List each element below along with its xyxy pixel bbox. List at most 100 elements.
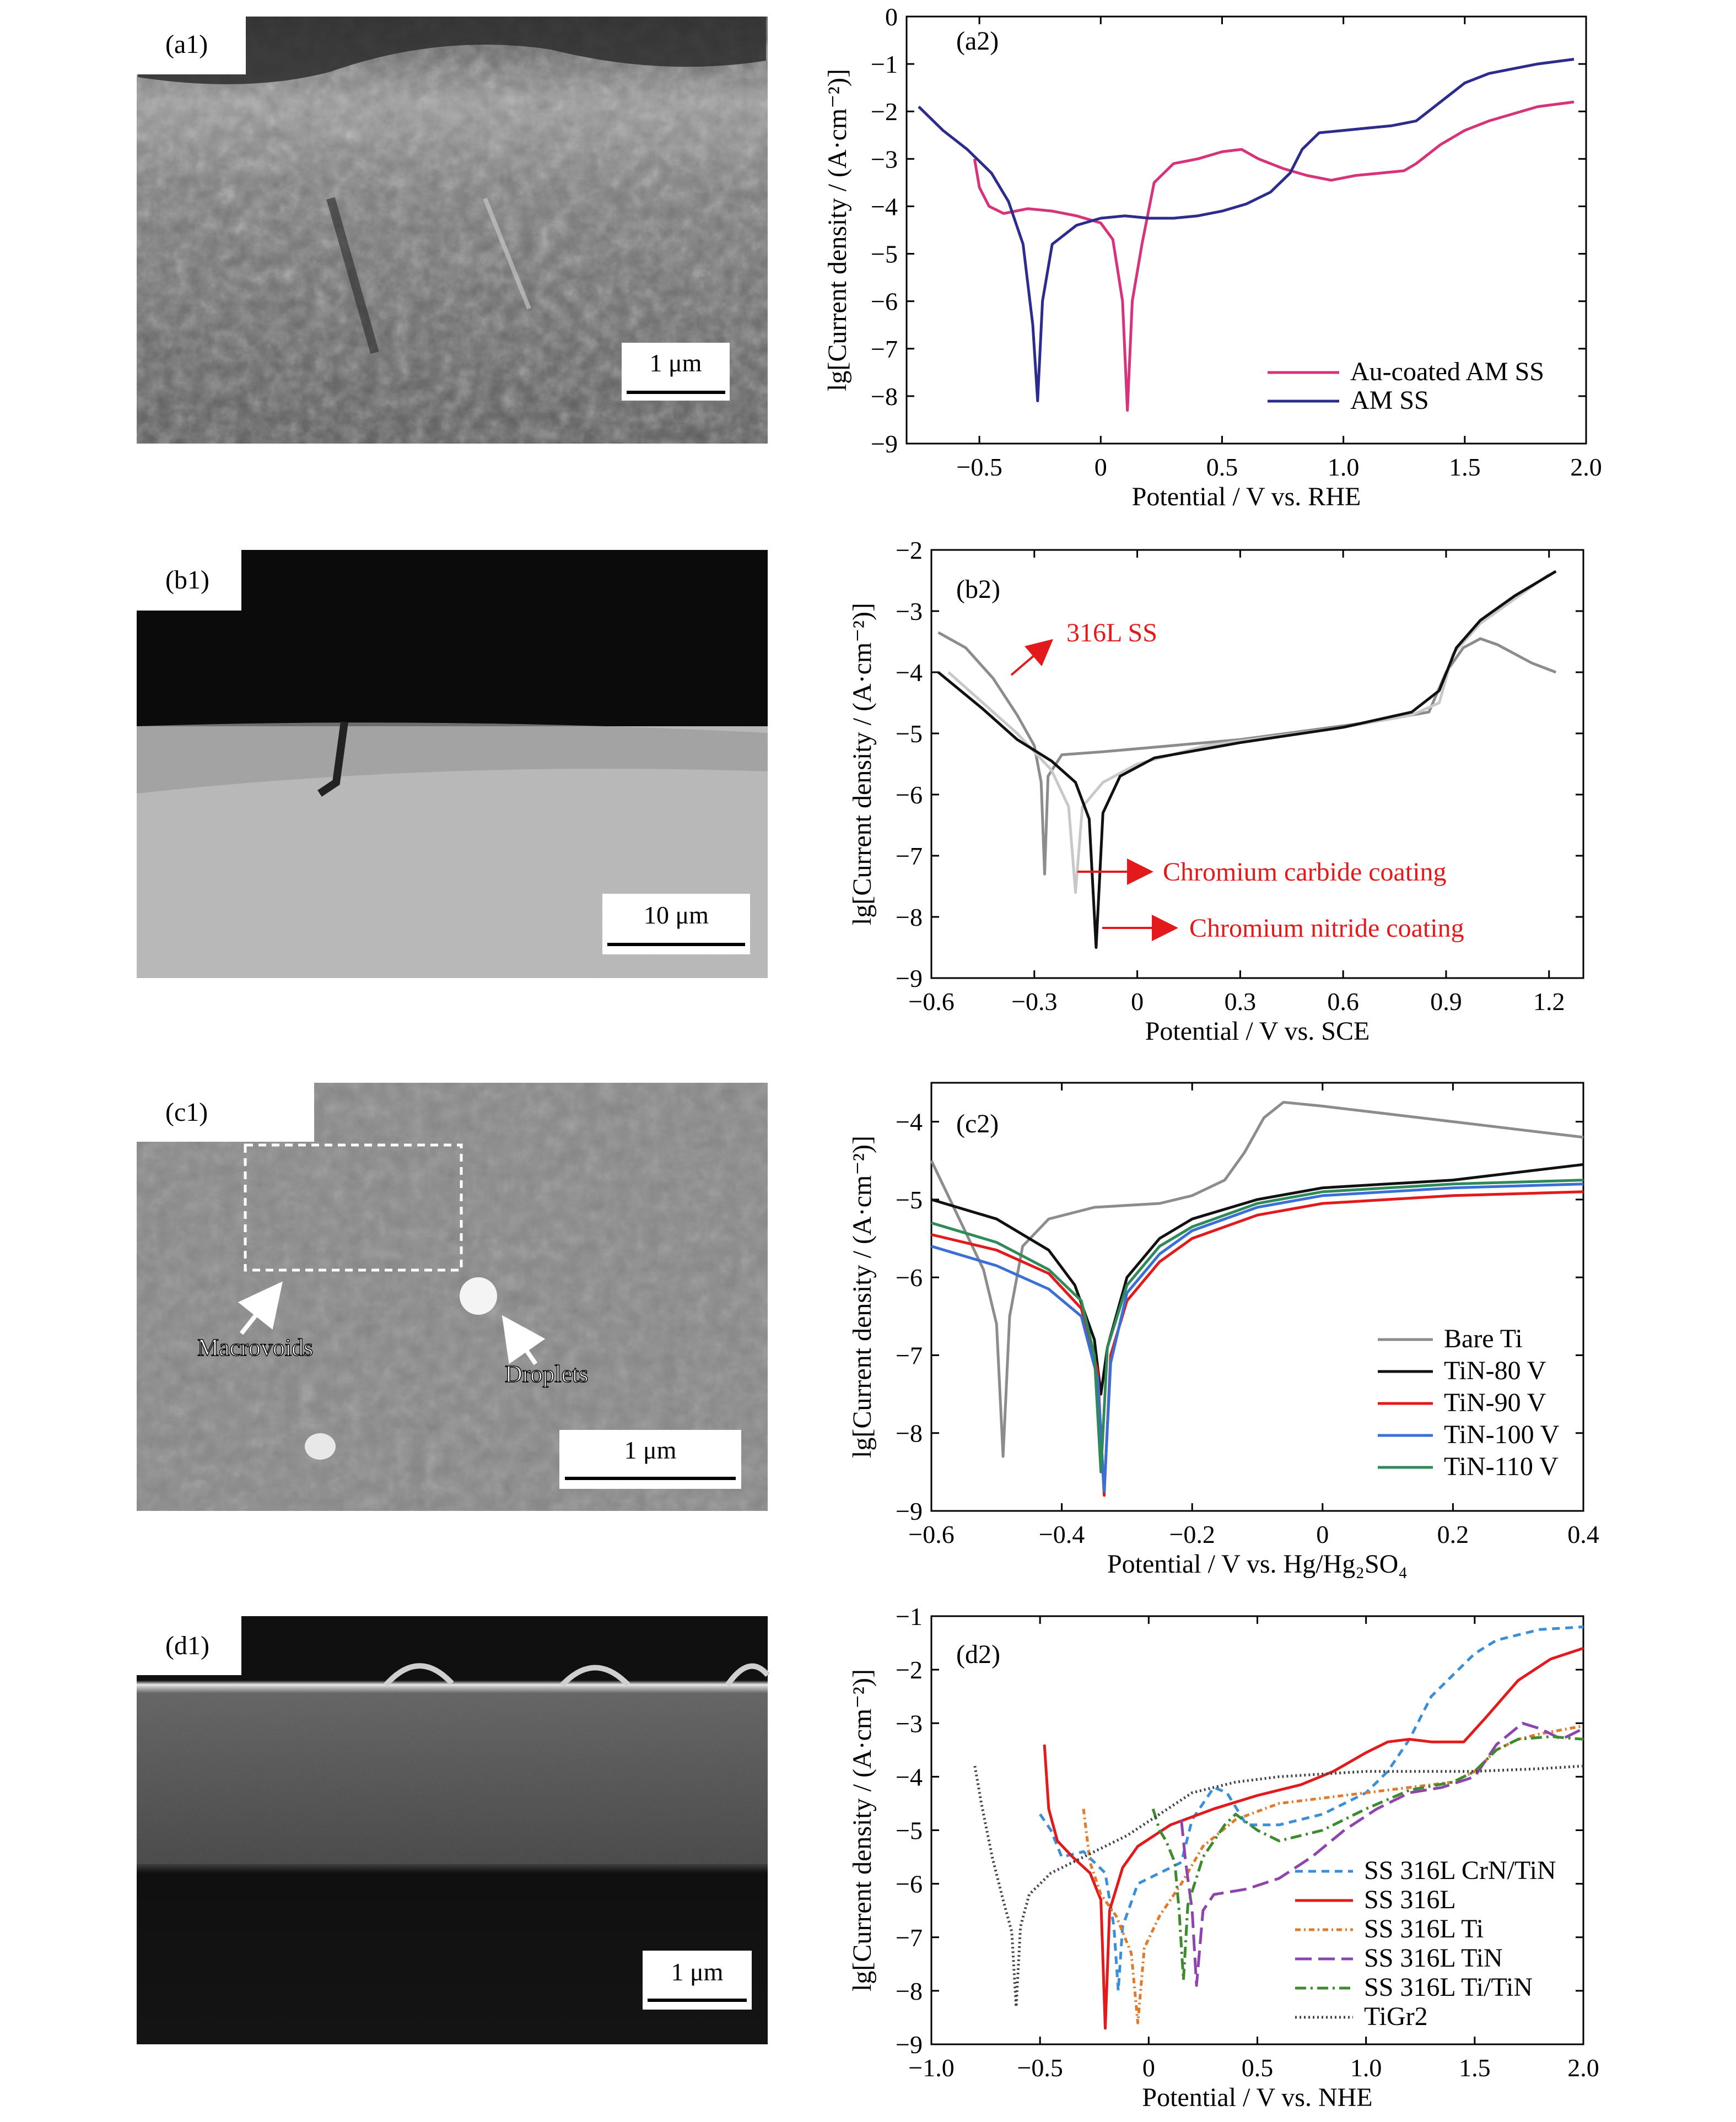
c2-xtick-label: 0 bbox=[1316, 1520, 1329, 1548]
c0-ytick-label: −1 bbox=[871, 50, 898, 78]
c3-y-axis-label: lg[Current density / (A·cm⁻²)] bbox=[848, 1669, 877, 1991]
c2-legend-label: Bare Ti bbox=[1444, 1324, 1523, 1353]
c1-ytick-label: −8 bbox=[896, 903, 923, 931]
c1-xtick-label: −0.6 bbox=[908, 987, 954, 1016]
sem-panel-d1: (d1) 1 μm bbox=[137, 1616, 770, 2044]
chart-c2: −0.6 −0.4 −0.2 0 0.2 0.4 −4 −5 −6 −7 −8 −9 Potential… bbox=[848, 1082, 1599, 1579]
c2-series-line-4 bbox=[931, 1179, 1584, 1473]
c1-ytick-label: −7 bbox=[896, 842, 923, 870]
sem-tag-a1: (a1) bbox=[165, 30, 208, 59]
c1-series-line-0 bbox=[937, 631, 1557, 876]
c0-xtick-label: 2.0 bbox=[1570, 453, 1602, 481]
c2-xtick-label: 0.2 bbox=[1437, 1520, 1469, 1548]
c3-ytick-label: −1 bbox=[896, 1602, 923, 1630]
c2-x-axis-label: Potential / V vs. Hg/Hg₂SO₄ bbox=[1107, 1549, 1408, 1579]
c2-y-axis-label: lg[Current density / (A·cm⁻²)] bbox=[848, 1136, 877, 1458]
c3-legend-label: SS 316L bbox=[1364, 1885, 1456, 1914]
chart-tag-b2: (b2) bbox=[956, 575, 1000, 604]
c2-ytick-label: −4 bbox=[896, 1108, 923, 1136]
c1-ytick-label: −6 bbox=[896, 781, 923, 809]
c2-series-line-3 bbox=[931, 1183, 1584, 1493]
c2-legend-label: TiN-80 V bbox=[1444, 1356, 1546, 1385]
c1-xtick-label: 0.6 bbox=[1327, 987, 1359, 1016]
sem-panel-a1: (a1) 1 μm bbox=[137, 17, 768, 444]
sem-tag-b1: (b1) bbox=[165, 565, 209, 595]
c3-series-line-2 bbox=[1082, 1724, 1584, 2024]
c3-ytick-label: −2 bbox=[896, 1656, 923, 1684]
c0-xtick-label: 1.5 bbox=[1449, 453, 1481, 481]
c0-ytick-label: −4 bbox=[871, 192, 898, 220]
c1-plot-frame bbox=[930, 549, 1584, 979]
c3-legend-label: SS 316L Ti bbox=[1364, 1914, 1484, 1943]
c3-ytick-label: −6 bbox=[896, 1870, 923, 1898]
c1-y-axis-label: lg[Current density / (A·cm⁻²)] bbox=[848, 603, 877, 925]
scale-label-d1: 1 μm bbox=[671, 1958, 724, 1986]
c0-legend-label: AM SS bbox=[1350, 386, 1429, 415]
c3-legend-label: SS 316L TiN bbox=[1364, 1943, 1503, 1973]
sem-tag-c1: (c1) bbox=[165, 1098, 208, 1127]
c0-series-line-1 bbox=[918, 58, 1575, 402]
c0-legend-label: Au-coated AM SS bbox=[1350, 357, 1544, 386]
c0-xtick-label: 0.5 bbox=[1206, 453, 1238, 481]
c2-ytick-label: −7 bbox=[896, 1341, 923, 1369]
chart-a2: −0.5 0 0.5 1.0 1.5 2.0 0 −1 −2 −3 −4 −5 −6 −7 −8 −9 Pote… bbox=[823, 3, 1602, 511]
scale-label-b1: 10 μm bbox=[644, 901, 709, 929]
c0-ytick-label: 0 bbox=[885, 3, 898, 31]
c2-ytick-label: −9 bbox=[896, 1497, 923, 1525]
c0-ytick-label: −2 bbox=[871, 98, 898, 126]
c0-ytick-label: −6 bbox=[871, 288, 898, 316]
sem-panel-b1: (b1) 10 μm bbox=[137, 550, 768, 978]
c1-ytick-label: −2 bbox=[896, 536, 923, 564]
c1-xtick-label: 0.3 bbox=[1225, 987, 1257, 1016]
c3-xtick-label: 1.5 bbox=[1459, 2054, 1491, 2082]
c0-ytick-label: −5 bbox=[871, 240, 898, 268]
c3-x-axis-label: Potential / V vs. NHE bbox=[1142, 2083, 1372, 2112]
sem-tag-d1: (d1) bbox=[165, 1631, 209, 1660]
annotation-316l-ss: 316L SS bbox=[1066, 618, 1157, 647]
c0-ytick-label: −9 bbox=[871, 430, 898, 458]
c3-ytick-label: −9 bbox=[896, 2031, 923, 2059]
annotation-chromium-carbide: Chromium carbide coating bbox=[1163, 857, 1447, 887]
c3-ytick-label: −7 bbox=[896, 1924, 923, 1952]
sem-annotation-droplets: Droplets bbox=[505, 1360, 589, 1387]
chart-d2: −1.0 −0.5 0 0.5 1.0 1.5 2.0 −1 −2 −3 −4 −5 −6 −7 −8 −9 P… bbox=[848, 1602, 1599, 2112]
c3-ytick-label: −8 bbox=[896, 1977, 923, 2005]
c0-xtick-label: −0.5 bbox=[956, 453, 1002, 481]
c1-ytick-label: −5 bbox=[896, 720, 923, 748]
sem-panel-c1: (c1) Macrovoids Droplets 1 μm bbox=[137, 1083, 768, 1511]
c2-ytick-label: −5 bbox=[896, 1186, 923, 1214]
c3-series-line-0 bbox=[1039, 1625, 1584, 1993]
c0-plot-frame bbox=[905, 15, 1587, 445]
c3-legend-label: TiGr2 bbox=[1364, 2002, 1428, 2031]
c1-xtick-label: 1.2 bbox=[1533, 987, 1565, 1016]
c2-legend-label: TiN-90 V bbox=[1444, 1388, 1546, 1417]
chart-b2: −0.6 −0.3 0 0.3 0.6 0.9 1.2 −2 −3 −4 −5 −6 −7 −8 −9 Pot… bbox=[848, 536, 1584, 1046]
c2-xtick-label: −0.4 bbox=[1039, 1520, 1085, 1548]
b2-annotations: 316L SS Chromium carbide coating Chromiu… bbox=[1010, 618, 1464, 943]
c1-xtick-label: 0 bbox=[1131, 987, 1144, 1016]
c2-plot-frame bbox=[930, 1082, 1584, 1512]
chart-tag-d2: (d2) bbox=[956, 1640, 1000, 1669]
c1-xtick-label: 0.9 bbox=[1430, 987, 1462, 1016]
c2-legend-label: TiN-100 V bbox=[1444, 1420, 1560, 1449]
c3-xtick-label: −1.0 bbox=[908, 2054, 954, 2082]
c1-series-line-2 bbox=[937, 570, 1557, 949]
c3-xtick-label: 2.0 bbox=[1567, 2054, 1599, 2082]
c0-xtick-label: 1.0 bbox=[1328, 453, 1360, 481]
c3-legend-label: SS 316L CrN/TiN bbox=[1364, 1856, 1556, 1885]
c1-ytick-label: −3 bbox=[896, 597, 923, 625]
c2-xtick-label: 0.4 bbox=[1567, 1520, 1599, 1548]
c3-series-line-4 bbox=[1151, 1735, 1584, 1981]
c3-ytick-label: −3 bbox=[896, 1709, 923, 1737]
c1-series-line-1 bbox=[947, 573, 1550, 894]
c0-y-axis-label: lg[Current density / (A·cm⁻²)] bbox=[823, 69, 852, 391]
c3-xtick-label: 1.0 bbox=[1350, 2054, 1382, 2082]
c3-xtick-label: 0 bbox=[1142, 2054, 1155, 2082]
c2-series-line-0 bbox=[930, 1100, 1584, 1458]
c0-x-axis-label: Potential / V vs. RHE bbox=[1132, 482, 1361, 511]
chart-tag-a2: (a2) bbox=[956, 26, 999, 56]
c0-ytick-label: −7 bbox=[871, 335, 898, 363]
c0-series-line-0 bbox=[973, 100, 1575, 412]
sem-annotation-macrovoids: Macrovoids bbox=[197, 1334, 313, 1361]
